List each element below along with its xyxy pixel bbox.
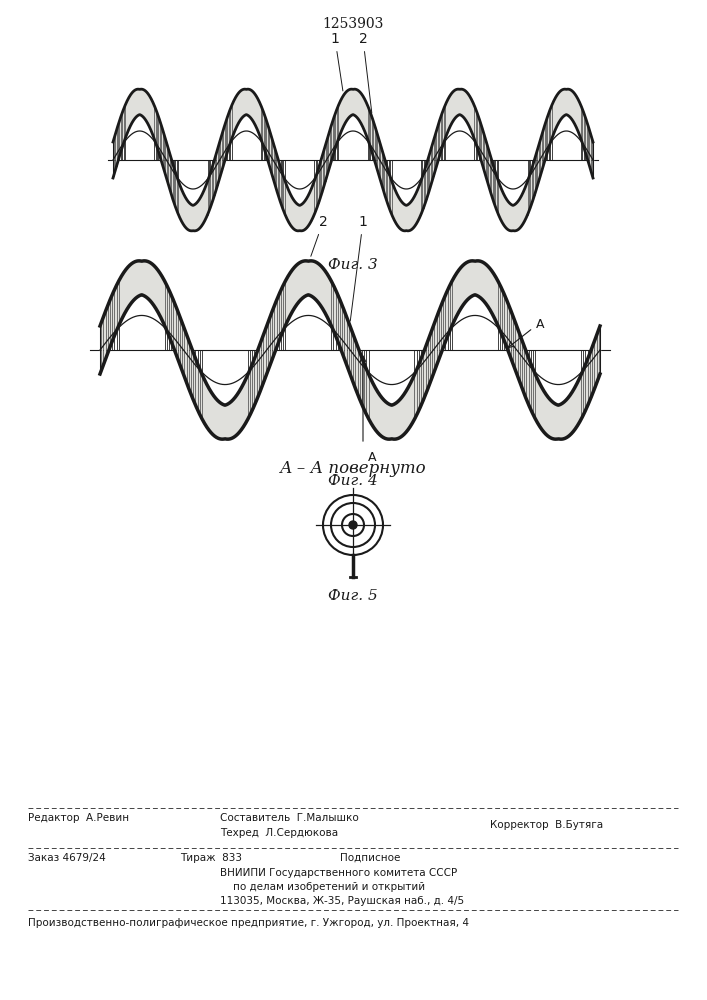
Text: по делам изобретений и открытий: по делам изобретений и открытий [220,882,425,892]
Text: Производственно-полиграфическое предприятие, г. Ужгород, ул. Проектная, 4: Производственно-полиграфическое предприя… [28,918,469,928]
Text: 2: 2 [358,32,372,113]
Text: ВНИИПИ Государственного комитета СССР: ВНИИПИ Государственного комитета СССР [220,868,457,878]
Text: 2: 2 [311,215,327,256]
Text: Подписное: Подписное [340,853,400,863]
Text: А: А [368,451,377,464]
Text: 1: 1 [331,32,343,91]
Text: А: А [536,318,544,332]
Text: Фиг. 3: Фиг. 3 [328,258,378,272]
Circle shape [349,521,357,529]
Text: Техред  Л.Сердюкова: Техред Л.Сердюкова [220,828,338,838]
Text: 1: 1 [350,215,368,321]
Text: Тираж  833: Тираж 833 [180,853,242,863]
Text: Фиг. 5: Фиг. 5 [328,589,378,603]
Text: Заказ 4679/24: Заказ 4679/24 [28,853,106,863]
Text: 1253903: 1253903 [322,17,384,31]
Text: А – А повернуто: А – А повернуто [280,460,426,477]
Text: 113035, Москва, Ж-35, Раушская наб., д. 4/5: 113035, Москва, Ж-35, Раушская наб., д. … [220,896,464,906]
Text: Фиг. 4: Фиг. 4 [328,474,378,488]
Text: Составитель  Г.Малышко: Составитель Г.Малышко [220,813,358,823]
Text: Редактор  А.Ревин: Редактор А.Ревин [28,813,129,823]
Text: Корректор  В.Бутяга: Корректор В.Бутяга [490,820,603,830]
